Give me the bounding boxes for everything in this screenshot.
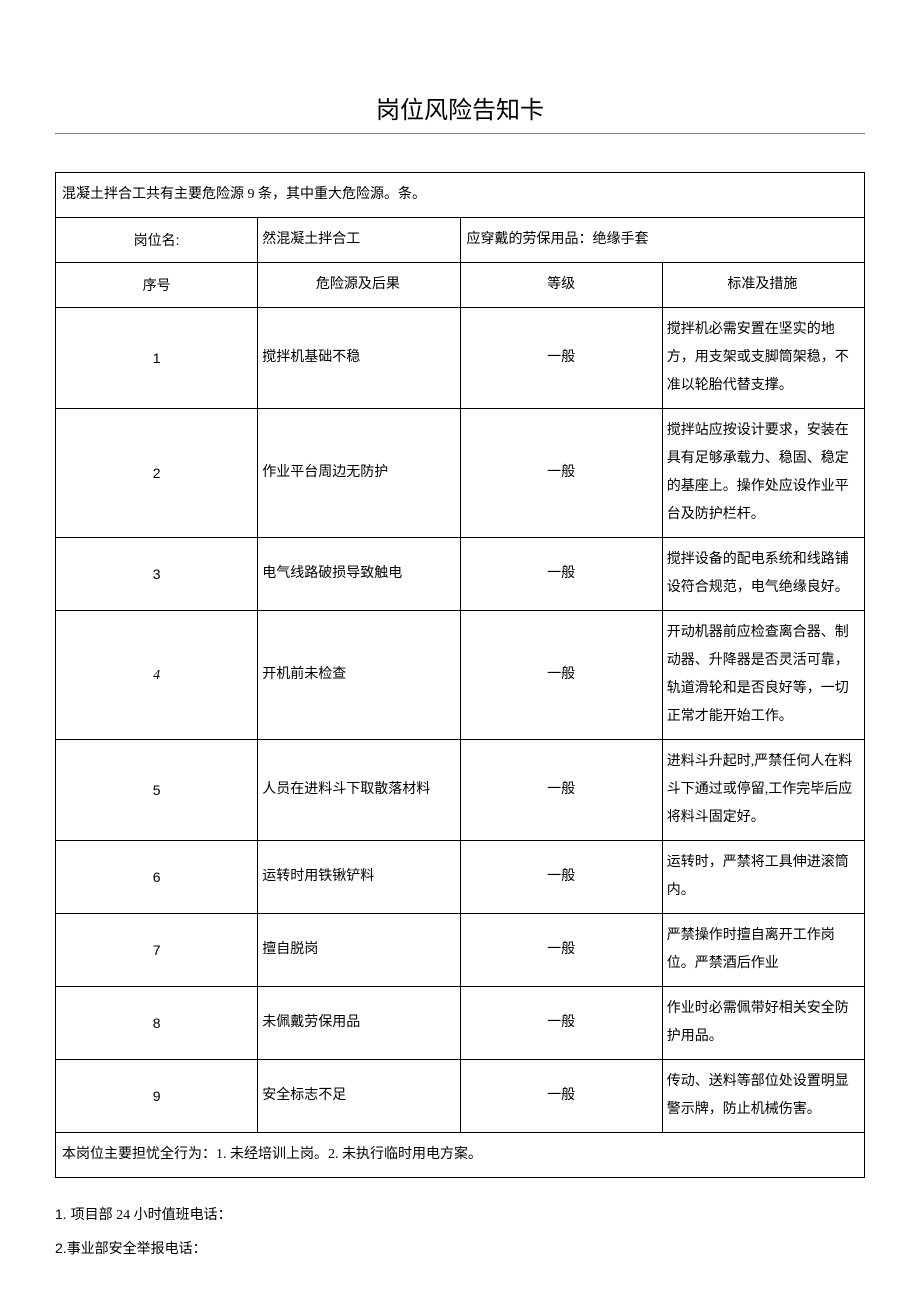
table-row: 9 安全标志不足 一般 传动、送料等部位处设置明显警示牌，防止机械伤害。 xyxy=(56,1060,865,1133)
table-row: 5 人员在进料斗下取散落材料 一般 进料斗升起时,严禁任何人在料斗下通过或停留,… xyxy=(56,740,865,841)
measure-cell: 进料斗升起时,严禁任何人在料斗下通过或停留,工作完毕后应将料斗固定好。 xyxy=(662,740,864,841)
seq-cell: 4 xyxy=(153,668,160,683)
unsafe-behavior-row: 本岗位主要担忧全行为：1. 未经培训上岗。2. 未执行临时用电方案。 xyxy=(56,1133,865,1178)
table-row: 4 开机前未检查 一般 开动机器前应检查离合器、制动器、升降器是否灵活可靠，轨道… xyxy=(56,611,865,740)
unsafe-behavior-cell: 本岗位主要担忧全行为：1. 未经培训上岗。2. 未执行临时用电方案。 xyxy=(56,1133,865,1178)
seq-cell: 1 xyxy=(153,350,161,366)
risk-table: 混凝土拌合工共有主要危险源 9 条，其中重大危险源。条。 岗位名: 然混凝土拌合… xyxy=(55,172,865,1178)
post-label-cell: 岗位名: xyxy=(56,218,258,263)
header-measure: 标准及措施 xyxy=(662,263,864,308)
ppe-cell: 应穿戴的劳保用品：绝缘手套 xyxy=(460,218,865,263)
header-hazard: 危险源及后果 xyxy=(258,263,460,308)
title-underline xyxy=(55,133,865,134)
measure-cell: 运转时，严禁将工具伸进滚筒内。 xyxy=(662,841,864,914)
hazard-cell: 电气线路破损导致触电 xyxy=(258,538,460,611)
seq-cell: 2 xyxy=(153,465,161,481)
level-cell: 一般 xyxy=(460,841,662,914)
measure-cell: 搅拌设备的配电系统和线路铺设符合规范，电气绝缘良好。 xyxy=(662,538,864,611)
seq-cell: 6 xyxy=(153,869,161,885)
post-row: 岗位名: 然混凝土拌合工 应穿戴的劳保用品：绝缘手套 xyxy=(56,218,865,263)
measure-cell: 开动机器前应检查离合器、制动器、升降器是否灵活可靠，轨道滑轮和是否良好等，一切正… xyxy=(662,611,864,740)
hazard-cell: 安全标志不足 xyxy=(258,1060,460,1133)
level-cell: 一般 xyxy=(460,914,662,987)
level-cell: 一般 xyxy=(460,409,662,538)
hazard-cell: 作业平台周边无防护 xyxy=(258,409,460,538)
seq-cell: 9 xyxy=(153,1088,161,1104)
table-row: 1 搅拌机基础不稳 一般 搅拌机必需安置在坚实的地方，用支架或支脚筒架稳，不准以… xyxy=(56,308,865,409)
footer-line1-text: 项目部 24 小时值班电话： xyxy=(71,1208,232,1223)
measure-cell: 严禁操作时擅自离开工作岗位。严禁酒后作业 xyxy=(662,914,864,987)
hazard-cell: 擅自脱岗 xyxy=(258,914,460,987)
measure-cell: 作业时必需佩带好相关安全防护用品。 xyxy=(662,987,864,1060)
footer-line2-text: 事业部安全举报电话： xyxy=(67,1242,207,1257)
footer-line-2: 2.事业部安全举报电话： xyxy=(55,1234,865,1264)
measure-cell: 搅拌站应按设计要求，安装在具有足够承载力、稳固、稳定的基座上。操作处应设作业平台… xyxy=(662,409,864,538)
measure-cell: 传动、送料等部位处设置明显警示牌，防止机械伤害。 xyxy=(662,1060,864,1133)
summary-cell: 混凝土拌合工共有主要危险源 9 条，其中重大危险源。条。 xyxy=(56,173,865,218)
hazard-cell: 未佩戴劳保用品 xyxy=(258,987,460,1060)
hazard-cell: 开机前未检查 xyxy=(258,611,460,740)
seq-cell: 3 xyxy=(153,566,161,582)
hazard-cell: 搅拌机基础不稳 xyxy=(258,308,460,409)
footer-line1-prefix: 1. xyxy=(55,1206,71,1222)
level-cell: 一般 xyxy=(460,740,662,841)
header-seq: 序号 xyxy=(56,263,258,308)
level-cell: 一般 xyxy=(460,987,662,1060)
header-row: 序号 危险源及后果 等级 标准及措施 xyxy=(56,263,865,308)
footer-line-1: 1. 项目部 24 小时值班电话： xyxy=(55,1200,865,1230)
page-title: 岗位风险告知卡 xyxy=(55,90,865,125)
measure-cell: 搅拌机必需安置在坚实的地方，用支架或支脚筒架稳，不准以轮胎代替支撑。 xyxy=(662,308,864,409)
table-row: 2 作业平台周边无防护 一般 搅拌站应按设计要求，安装在具有足够承载力、稳固、稳… xyxy=(56,409,865,538)
summary-row: 混凝土拌合工共有主要危险源 9 条，其中重大危险源。条。 xyxy=(56,173,865,218)
header-level: 等级 xyxy=(460,263,662,308)
hazard-cell: 人员在进料斗下取散落材料 xyxy=(258,740,460,841)
footer-notes: 1. 项目部 24 小时值班电话： 2.事业部安全举报电话： xyxy=(55,1200,865,1264)
table-row: 8 未佩戴劳保用品 一般 作业时必需佩带好相关安全防护用品。 xyxy=(56,987,865,1060)
seq-cell: 8 xyxy=(153,1015,161,1031)
level-cell: 一般 xyxy=(460,538,662,611)
level-cell: 一般 xyxy=(460,611,662,740)
level-cell: 一般 xyxy=(460,308,662,409)
hazard-cell: 运转时用铁锹铲料 xyxy=(258,841,460,914)
seq-cell: 5 xyxy=(153,782,161,798)
level-cell: 一般 xyxy=(460,1060,662,1133)
table-row: 3 电气线路破损导致触电 一般 搅拌设备的配电系统和线路铺设符合规范，电气绝缘良… xyxy=(56,538,865,611)
seq-cell: 7 xyxy=(153,942,161,958)
table-row: 7 擅自脱岗 一般 严禁操作时擅自离开工作岗位。严禁酒后作业 xyxy=(56,914,865,987)
table-row: 6 运转时用铁锹铲料 一般 运转时，严禁将工具伸进滚筒内。 xyxy=(56,841,865,914)
post-value-cell: 然混凝土拌合工 xyxy=(258,218,460,263)
footer-line2-prefix: 2. xyxy=(55,1240,67,1256)
